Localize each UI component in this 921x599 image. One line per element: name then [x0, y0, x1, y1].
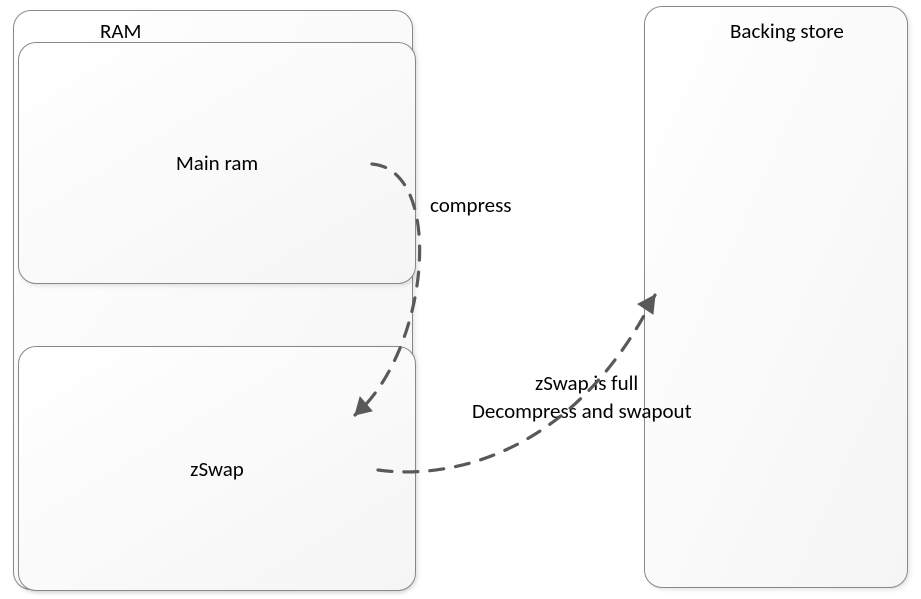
swapout-edge-label-line1: zSwap is full [535, 370, 638, 396]
zswap-label: zSwap [190, 456, 244, 482]
compress-edge-label: compress [430, 192, 512, 218]
main-ram-box: Main ram [18, 42, 416, 284]
zswap-box: zSwap [18, 346, 416, 591]
main-ram-label: Main ram [176, 150, 258, 176]
ram-title-label: RAM [100, 18, 142, 44]
backing-store-title-label: Backing store [730, 18, 844, 44]
backing-store-box [644, 6, 908, 588]
swapout-edge-label-line2: Decompress and swapout [472, 398, 692, 424]
